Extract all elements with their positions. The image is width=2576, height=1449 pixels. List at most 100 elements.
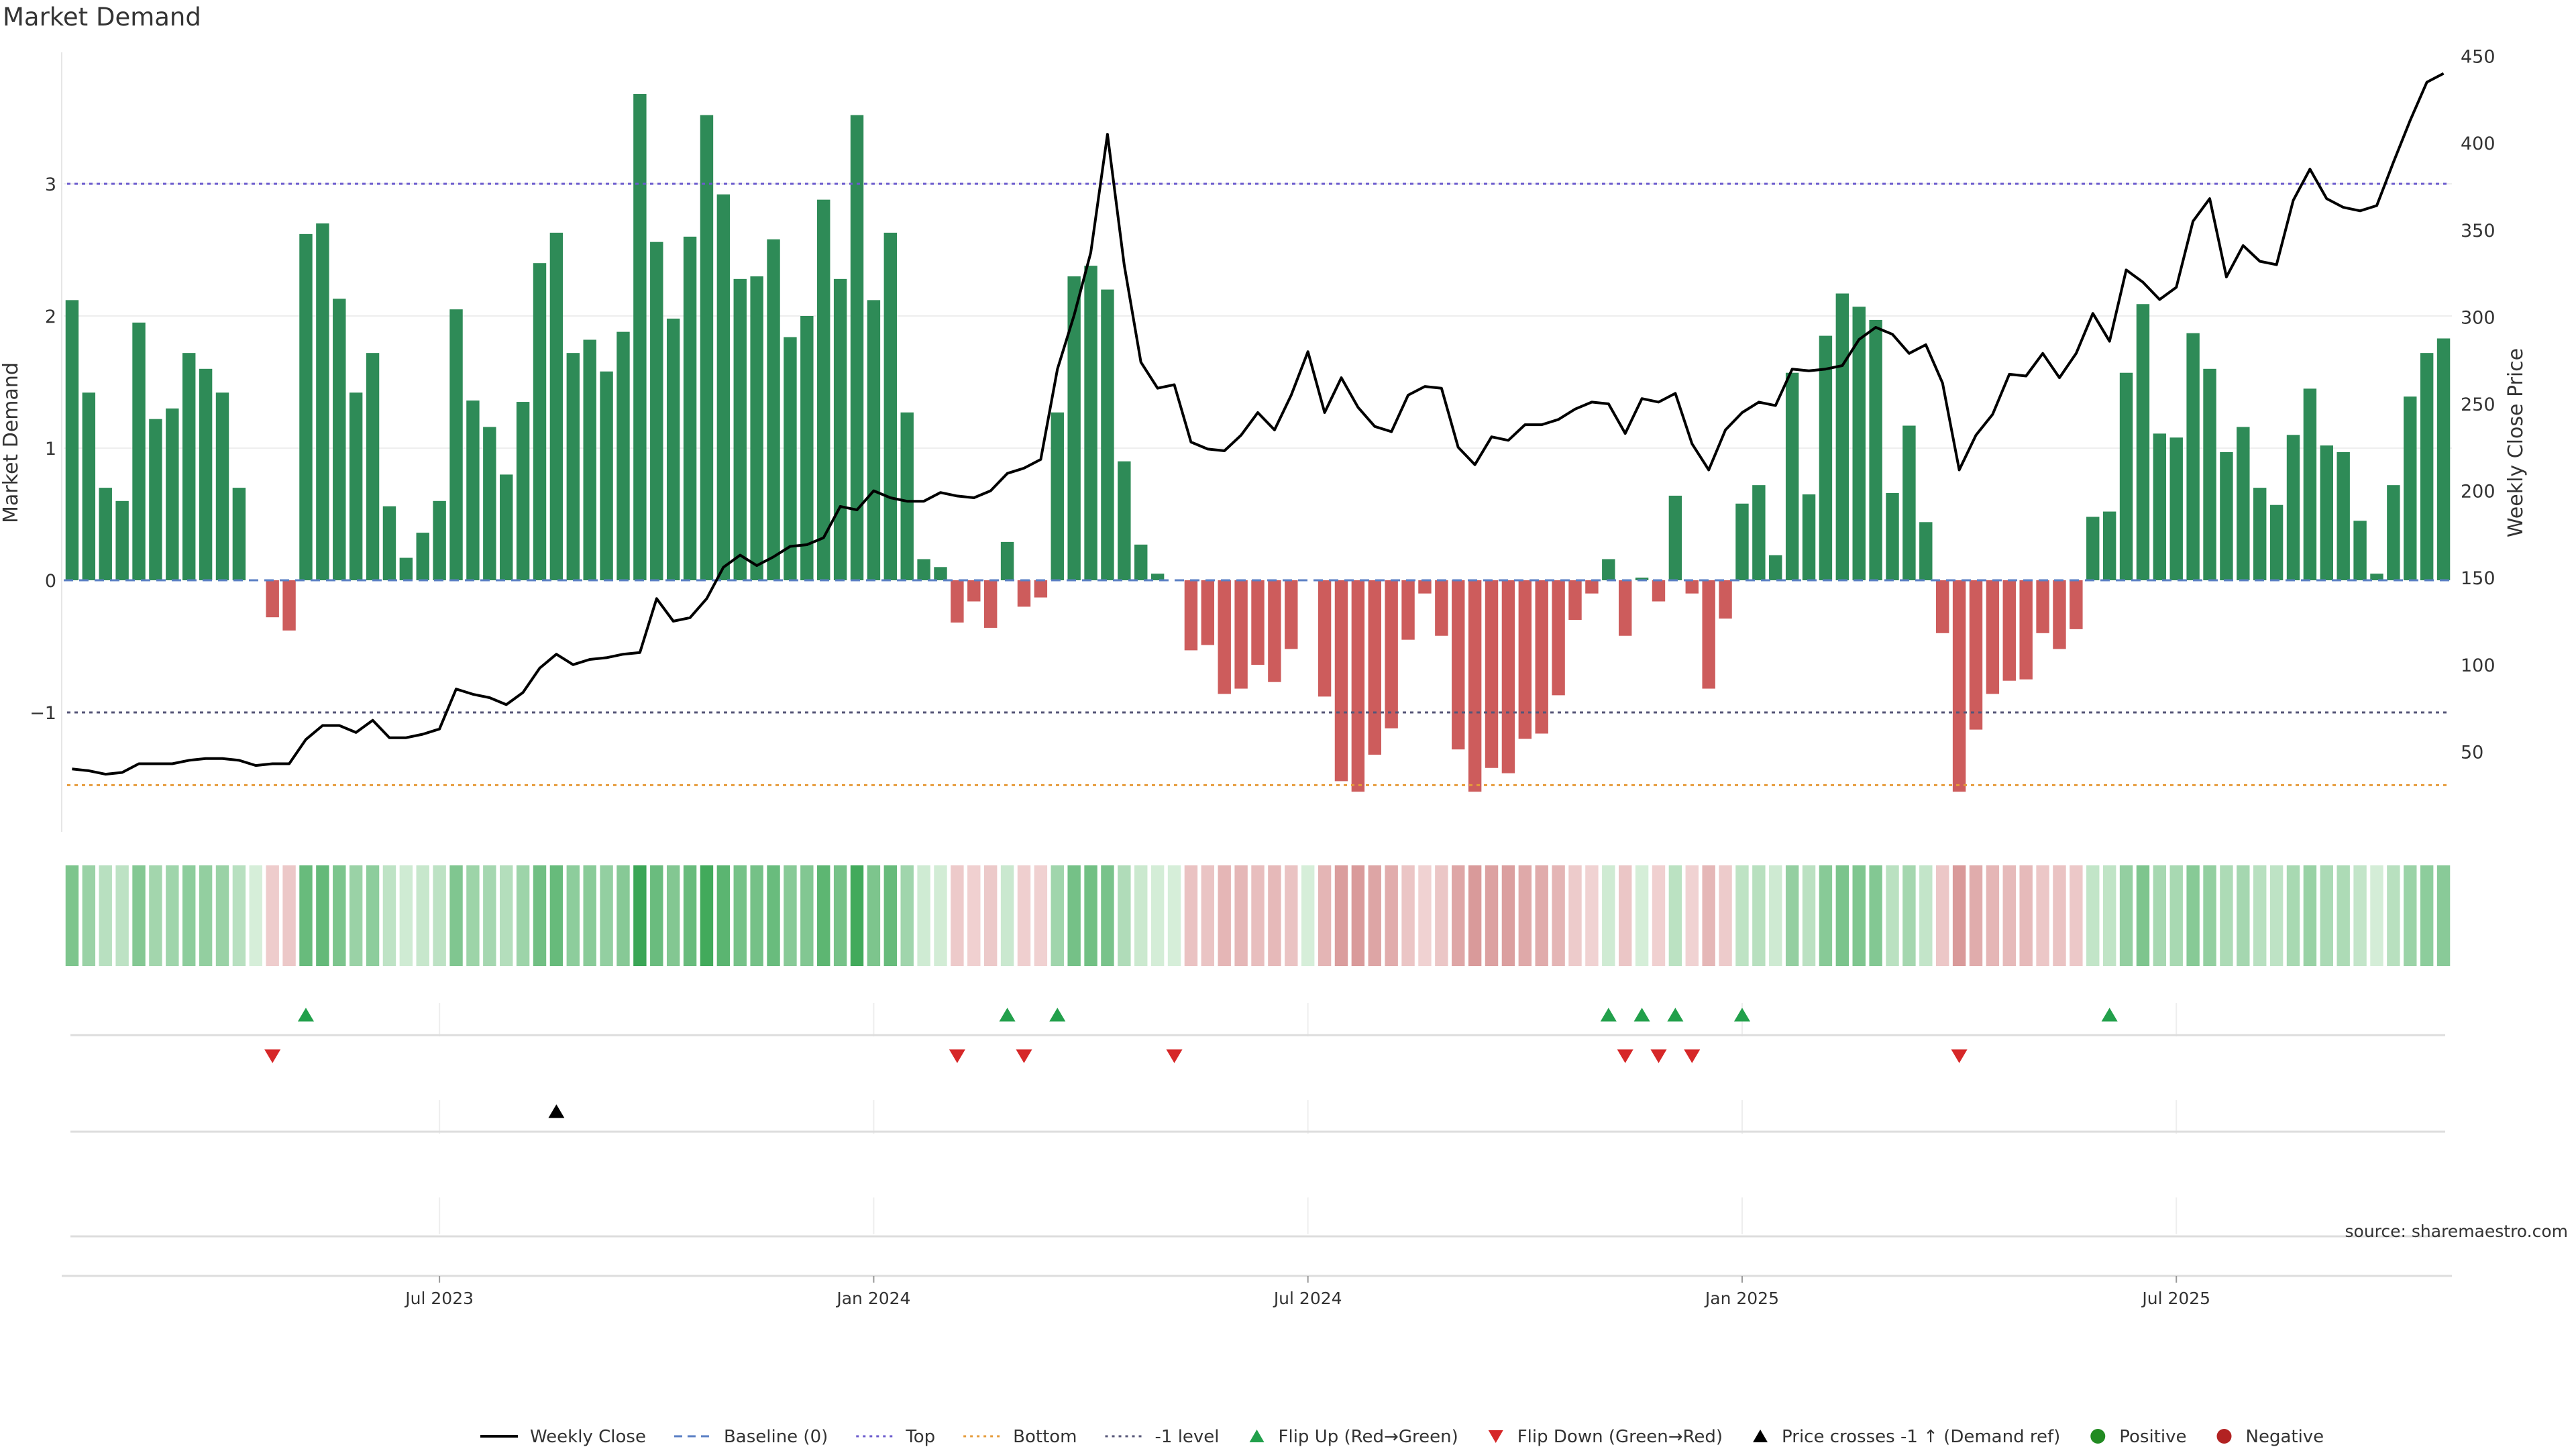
demand-bar — [1501, 580, 1515, 773]
demand-bar — [1702, 580, 1715, 689]
legend-item: Negative — [2216, 1427, 2324, 1447]
demand-bar — [2053, 580, 2066, 649]
legend-swatch — [2090, 1429, 2106, 1444]
heat-cell — [516, 865, 530, 966]
flip-down-marker — [1650, 1049, 1667, 1063]
chart-title: Market Demand — [3, 3, 201, 32]
heat-cell — [382, 865, 396, 966]
heat-cell — [182, 865, 196, 966]
heat-cell — [2420, 865, 2434, 966]
demand-bar — [1635, 578, 1649, 580]
heat-cell — [850, 865, 864, 966]
heat-cell — [533, 865, 547, 966]
demand-bar — [1735, 503, 1749, 580]
flip-up-marker — [999, 1008, 1016, 1022]
source-label: source: sharemaestro.com — [2345, 1222, 2569, 1241]
demand-bar — [833, 278, 847, 580]
heat-cell — [65, 865, 79, 966]
heat-cell — [934, 865, 947, 966]
heat-cell — [399, 865, 413, 966]
heat-cell — [1652, 865, 1666, 966]
heat-cell — [1685, 865, 1699, 966]
y2-tick-label: 50 — [2461, 742, 2483, 763]
heat-cell — [1735, 865, 1749, 966]
heat-cell — [2387, 865, 2400, 966]
heat-cell — [1802, 865, 1816, 966]
heat-cell — [2303, 865, 2317, 966]
x-tick-label: Jul 2023 — [404, 1289, 474, 1308]
legend-item: Bottom — [963, 1427, 1077, 1447]
flip-up-marker — [1600, 1008, 1617, 1022]
flip-down-marker — [1166, 1049, 1183, 1063]
demand-bar — [1952, 580, 1966, 792]
y2-tick-label: 400 — [2461, 133, 2496, 154]
demand-bar — [2036, 580, 2049, 633]
heat-cell — [1785, 865, 1799, 966]
heat-cell — [1334, 865, 1348, 966]
demand-bar — [2186, 333, 2200, 580]
demand-bar — [983, 580, 998, 628]
heat-cell — [1935, 865, 1949, 966]
heat-cell — [2053, 865, 2066, 966]
heat-cell — [2269, 865, 2284, 966]
demand-bar — [883, 232, 898, 580]
demand-bar — [1919, 522, 1933, 580]
legend-item: Flip Up (Red→Green) — [1249, 1427, 1458, 1447]
demand-bar — [1368, 580, 1381, 755]
heat-cell — [2002, 865, 2016, 966]
demand-bar — [382, 506, 396, 580]
heat-cell — [1769, 865, 1782, 966]
heat-cell — [1351, 865, 1365, 966]
demand-bar — [1101, 289, 1114, 580]
demand-bar — [1150, 574, 1165, 580]
demand-bar — [1852, 307, 1866, 580]
demand-bar — [500, 474, 513, 580]
heat-cell — [449, 865, 463, 966]
legend-item: -1 level — [1105, 1427, 1220, 1447]
legend-item: Baseline (0) — [674, 1427, 828, 1447]
demand-bar — [1351, 580, 1365, 792]
legend-label: Top — [905, 1427, 935, 1447]
demand-bar — [1902, 425, 1916, 580]
demand-bar — [900, 412, 914, 580]
flip-down-marker — [264, 1049, 281, 1063]
heat-cell — [166, 865, 179, 966]
heat-cell — [883, 865, 898, 966]
demand-bar — [266, 580, 279, 618]
demand-bar — [333, 299, 346, 580]
heat-cell — [232, 865, 246, 966]
legend-swatch — [1753, 1430, 1768, 1442]
demand-bar — [1769, 555, 1782, 580]
demand-bar — [2303, 388, 2317, 580]
flip-down-marker — [1684, 1049, 1701, 1063]
demand-bar — [1268, 580, 1281, 682]
heat-cell — [2169, 865, 2183, 966]
heat-cell — [1067, 865, 1081, 966]
demand-bar — [566, 353, 580, 580]
demand-bar — [666, 318, 680, 580]
demand-bar — [65, 300, 79, 580]
heat-cell — [1401, 865, 1415, 966]
demand-bar — [784, 337, 797, 580]
y2-tick-label: 100 — [2461, 655, 2496, 676]
heat-cell — [1051, 865, 1064, 966]
demand-bar — [2070, 580, 2083, 629]
heat-cell — [1218, 865, 1231, 966]
demand-bar — [967, 580, 981, 602]
flip-up-marker — [1049, 1008, 1066, 1022]
heat-cell — [2404, 865, 2417, 966]
demand-bar — [2203, 368, 2216, 580]
demand-bar — [1602, 559, 1615, 580]
heat-cell — [1952, 865, 1966, 966]
heat-cell — [2186, 865, 2200, 966]
demand-bar — [817, 199, 830, 580]
heat-cell — [99, 865, 112, 966]
heat-cell — [1635, 865, 1649, 966]
price-line-layer — [72, 72, 2445, 776]
demand-bar — [1568, 580, 1582, 621]
demand-bar — [2237, 427, 2250, 580]
demand-bar — [516, 402, 530, 580]
heat-cell — [716, 865, 731, 966]
demand-bar — [549, 232, 564, 580]
heat-cell — [1201, 865, 1215, 966]
